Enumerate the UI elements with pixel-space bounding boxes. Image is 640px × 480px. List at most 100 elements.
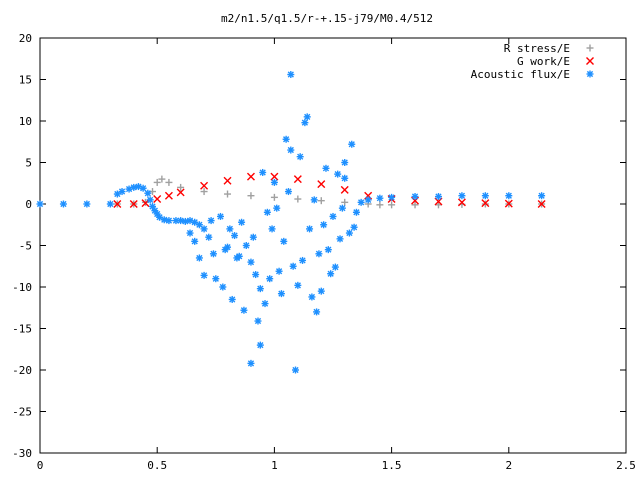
data-point <box>195 254 203 262</box>
data-point <box>263 208 271 216</box>
x-tick-label: 2 <box>505 459 512 472</box>
data-point <box>376 194 384 202</box>
data-point <box>341 159 349 166</box>
legend-label: R stress/E <box>504 42 570 55</box>
data-point <box>294 281 302 289</box>
data-point <box>118 188 126 196</box>
data-point <box>256 341 264 349</box>
x-tick-label: 1.5 <box>382 459 402 472</box>
data-point <box>341 198 349 206</box>
data-point <box>249 233 257 241</box>
data-point <box>242 242 250 249</box>
data-point <box>221 246 229 254</box>
y-tick-label: -20 <box>12 364 32 377</box>
data-point <box>129 200 138 208</box>
data-point <box>317 287 325 295</box>
data-point <box>130 183 138 191</box>
y-tick-label: -25 <box>12 406 32 419</box>
data-point <box>336 235 344 243</box>
series-1 <box>113 172 546 208</box>
data-point <box>165 217 173 225</box>
data-point <box>538 192 546 200</box>
data-point <box>327 270 335 278</box>
data-point <box>216 212 224 220</box>
y-tick-label: -5 <box>19 240 32 253</box>
data-point <box>313 308 321 316</box>
data-point <box>296 153 304 161</box>
data-point <box>266 275 274 283</box>
data-point <box>334 170 342 178</box>
data-point <box>331 263 339 271</box>
data-point <box>293 175 302 184</box>
data-point <box>256 285 264 293</box>
data-point <box>294 195 302 203</box>
y-tick-label: -10 <box>12 281 32 294</box>
data-point <box>240 306 248 314</box>
chart-title: m2/n1.5/q1.5/r-+.15-j79/M0.4/512 <box>221 12 433 25</box>
data-point <box>287 146 295 154</box>
data-point <box>246 172 255 181</box>
data-point <box>411 193 419 201</box>
data-point <box>284 188 292 196</box>
data-point <box>345 229 353 237</box>
data-point <box>261 300 269 308</box>
legend-label: G work/E <box>517 55 570 68</box>
data-point <box>83 200 91 208</box>
data-point <box>212 275 220 283</box>
data-point <box>144 189 152 197</box>
data-point <box>228 295 236 303</box>
data-point <box>177 217 185 225</box>
data-point <box>156 213 164 221</box>
data-point <box>200 188 208 196</box>
data-point <box>317 180 326 189</box>
data-point <box>411 201 419 209</box>
y-tick-label: -30 <box>12 447 32 460</box>
data-point <box>200 271 208 279</box>
data-point <box>226 225 234 233</box>
series-2 <box>36 71 546 374</box>
data-point <box>273 204 281 212</box>
data-point <box>348 140 356 148</box>
data-point <box>291 366 299 374</box>
data-point <box>299 256 307 264</box>
data-point <box>364 196 372 204</box>
data-point <box>139 184 147 192</box>
data-point <box>287 71 295 79</box>
y-tick-label: 20 <box>19 32 32 45</box>
y-tick-label: 10 <box>19 115 32 128</box>
data-point <box>254 317 262 325</box>
data-point <box>315 250 323 258</box>
data-point <box>303 113 311 121</box>
data-point <box>537 200 546 208</box>
data-point <box>301 119 309 127</box>
legend-marker <box>586 57 594 65</box>
data-point <box>247 359 255 367</box>
data-point <box>238 218 246 226</box>
data-point <box>176 188 185 197</box>
legend-marker <box>586 70 594 78</box>
data-point <box>434 193 442 201</box>
y-tick-label: -15 <box>12 323 32 336</box>
x-tick-label: 0.5 <box>147 459 167 472</box>
data-point <box>505 192 513 200</box>
data-point <box>165 178 173 186</box>
data-point <box>289 262 297 270</box>
y-tick-label: 0 <box>25 198 32 211</box>
data-point <box>231 232 239 240</box>
data-point <box>191 237 199 245</box>
data-point <box>457 198 466 207</box>
data-point <box>310 196 318 204</box>
data-point <box>224 190 232 198</box>
data-point <box>209 250 217 258</box>
data-point <box>388 193 396 201</box>
legend-label: Acoustic flux/E <box>471 68 570 81</box>
data-point <box>357 198 365 206</box>
y-tick-label: 5 <box>25 157 32 170</box>
data-point <box>306 225 314 233</box>
data-point <box>200 181 209 190</box>
data-point <box>341 174 349 182</box>
data-point <box>219 283 227 291</box>
data-point <box>504 199 513 208</box>
